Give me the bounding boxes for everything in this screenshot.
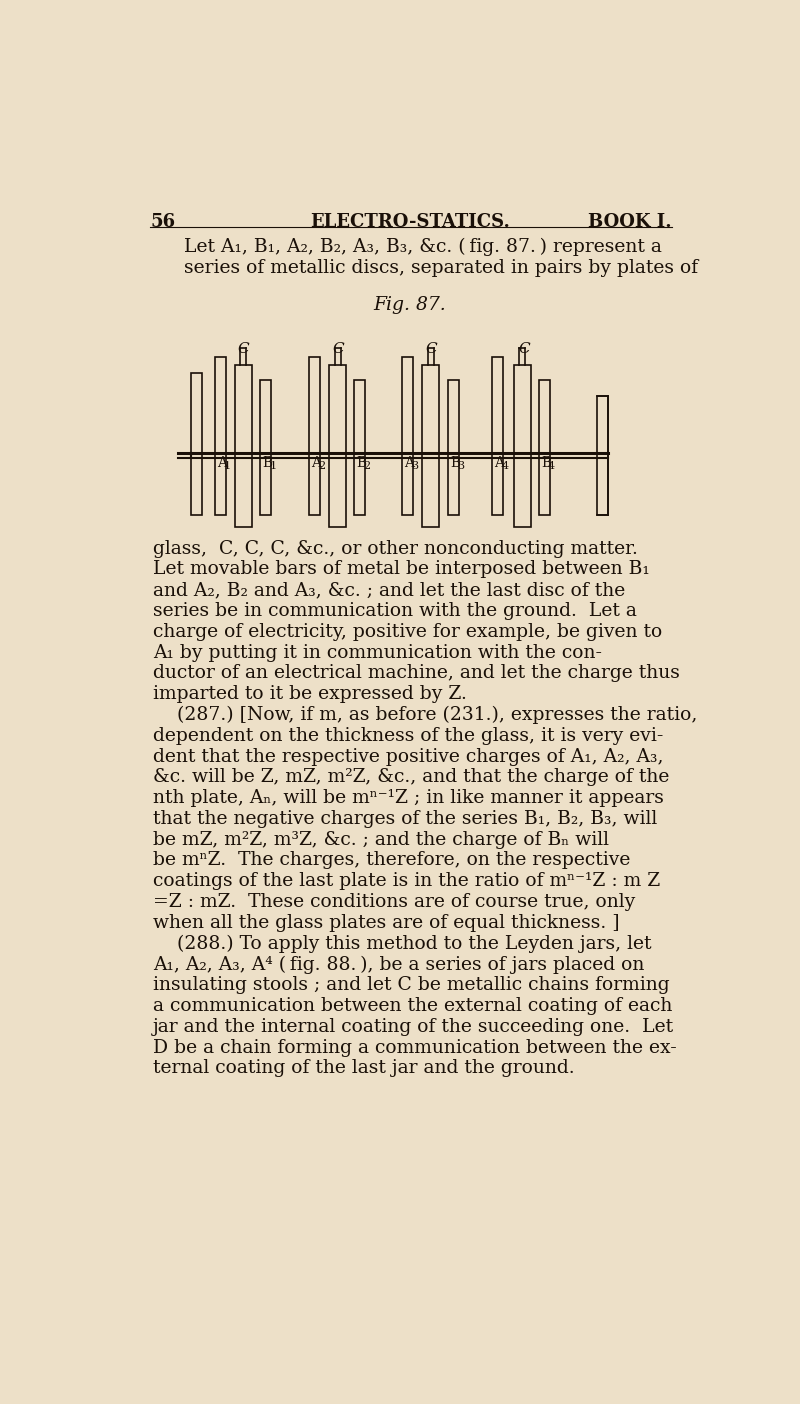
Text: jar and the internal coating of the succeeding one.  Let: jar and the internal coating of the succ… [153,1018,674,1036]
Bar [261,380,271,515]
Text: 1: 1 [224,461,231,472]
Text: (287.) [Now, if m, as before (231.), expresses the ratio,: (287.) [Now, if m, as before (231.), exp… [153,706,697,724]
Text: Let A₁, B₁, A₂, B₂, A₃, B₃, &c. ( fig. 87. ) represent a: Let A₁, B₁, A₂, B₂, A₃, B₃, &c. ( fig. 8… [184,237,662,256]
Text: coatings of the last plate is in the ratio of mⁿ⁻¹Z : m Z: coatings of the last plate is in the rat… [153,872,660,890]
Text: dependent on the thickness of the glass, it is very evi-: dependent on the thickness of the glass,… [153,727,663,744]
Bar [214,357,226,515]
Text: C: C [238,341,249,355]
Text: a communication between the external coating of each: a communication between the external coa… [153,997,672,1015]
Bar [191,372,202,515]
Text: that the negative charges of the series B₁, B₂, B₃, will: that the negative charges of the series … [153,810,657,828]
Text: A₁ by putting it in communication with the con-: A₁ by putting it in communication with t… [153,643,602,661]
Text: ternal coating of the last jar and the ground.: ternal coating of the last jar and the g… [153,1060,574,1077]
Text: B: B [357,456,366,470]
Bar [538,380,550,515]
Text: dent that the respective positive charges of A₁, A₂, A₃,: dent that the respective positive charge… [153,747,663,765]
Text: BOOK I.: BOOK I. [588,213,672,232]
Text: 4: 4 [502,461,509,472]
Text: B: B [541,456,551,470]
Text: A: A [311,456,322,470]
Text: 1: 1 [270,461,277,472]
Text: C: C [426,341,438,355]
Text: &c. will be Z, mZ, m²Z, &c., and that the charge of the: &c. will be Z, mZ, m²Z, &c., and that th… [153,768,669,786]
Text: be mⁿZ.  The charges, therefore, on the respective: be mⁿZ. The charges, therefore, on the r… [153,851,630,869]
Text: C: C [333,341,345,355]
Text: A: A [494,456,505,470]
Text: be mZ, m²Z, m³Z, &c. ; and the charge of Bₙ will: be mZ, m²Z, m³Z, &c. ; and the charge of… [153,831,609,848]
Text: B: B [450,456,461,470]
Bar [354,380,365,515]
Text: 3: 3 [458,461,464,472]
Bar [330,365,346,526]
Text: A₁, A₂, A₃, A⁴ ( fig. 88. ), be a series of jars placed on: A₁, A₂, A₃, A⁴ ( fig. 88. ), be a series… [153,955,644,973]
Text: ELECTRO-STATICS.: ELECTRO-STATICS. [310,213,510,232]
Text: C: C [518,341,530,355]
Bar [235,365,252,526]
Text: =Z : mZ.  These conditions are of course true, only: =Z : mZ. These conditions are of course … [153,893,635,911]
Bar [492,357,503,515]
Text: glass,  C, C, C, &c., or other nonconducting matter.: glass, C, C, C, &c., or other nonconduct… [153,539,638,557]
Text: series of metallic discs, separated in pairs by plates of: series of metallic discs, separated in p… [184,260,698,278]
Text: A: A [405,456,414,470]
Text: insulating stools ; and let C be metallic chains forming: insulating stools ; and let C be metalli… [153,976,670,994]
Text: 2: 2 [363,461,370,472]
Bar [402,357,413,515]
Text: series be in communication with the ground.  Let a: series be in communication with the grou… [153,602,637,621]
Bar [514,365,531,526]
Text: D be a chain forming a communication between the ex-: D be a chain forming a communication bet… [153,1039,677,1057]
Text: Let movable bars of metal be interposed between B₁: Let movable bars of metal be interposed … [153,560,650,578]
Bar [422,365,439,526]
Text: 4: 4 [548,461,555,472]
Text: 3: 3 [411,461,418,472]
Bar [448,380,459,515]
Text: 2: 2 [318,461,326,472]
Text: charge of electricity, positive for example, be given to: charge of electricity, positive for exam… [153,623,662,640]
Text: A: A [217,456,227,470]
Bar [597,396,608,515]
Text: 56: 56 [150,213,175,232]
Text: (288.) To apply this method to the Leyden jars, let: (288.) To apply this method to the Leyde… [153,935,651,953]
Text: Fig. 87.: Fig. 87. [374,295,446,313]
Text: B: B [262,456,273,470]
Text: and A₂, B₂ and A₃, &c. ; and let the last disc of the: and A₂, B₂ and A₃, &c. ; and let the las… [153,581,625,600]
Text: ductor of an electrical machine, and let the charge thus: ductor of an electrical machine, and let… [153,664,679,682]
Text: imparted to it be expressed by Z.: imparted to it be expressed by Z. [153,685,466,703]
Bar [310,357,320,515]
Text: when all the glass plates are of equal thickness. ]: when all the glass plates are of equal t… [153,914,619,932]
Text: nth plate, Aₙ, will be mⁿ⁻¹Z ; in like manner it appears: nth plate, Aₙ, will be mⁿ⁻¹Z ; in like m… [153,789,663,807]
